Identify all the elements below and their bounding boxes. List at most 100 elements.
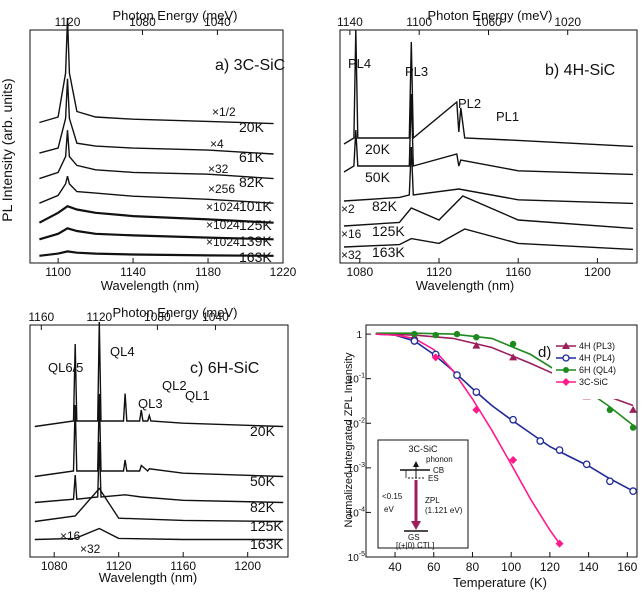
multiplier-label: ×1024 <box>206 200 240 214</box>
bottom-tick-label: 1180 <box>195 265 221 279</box>
inset-gs-label: GS <box>408 533 420 542</box>
temperature-label: 20K <box>250 423 276 439</box>
y-tick-label: 10-4 <box>348 506 365 519</box>
bottom-tick-label: 1160 <box>505 265 531 279</box>
top-tick-label: 1120 <box>86 310 112 324</box>
temperature-label: 82K <box>250 499 276 515</box>
peak-label-ql4: QL4 <box>110 344 135 359</box>
peak-label-ql1: QL1 <box>185 388 210 403</box>
inset-title: 3C-SiC <box>408 444 438 454</box>
temperature-label: 20K <box>239 119 265 135</box>
inset-cb-label: CB <box>433 466 444 475</box>
data-point-4H (PL4) <box>555 446 564 454</box>
spectrum-curve-125K <box>38 204 274 224</box>
data-point-3C-SiC <box>472 405 481 414</box>
legend-label-3c: 3C-SiC <box>579 377 609 387</box>
x-tick-label: 60 <box>427 560 441 574</box>
panel-d-x-axis-label: Temperature (K) <box>453 575 547 590</box>
legend-marker-pl3 <box>562 342 570 349</box>
spectrum-curve-163K <box>343 228 634 251</box>
spectrum-curve-125K <box>34 487 284 523</box>
temperature-label: 82K <box>372 198 398 214</box>
temperature-label: 20K <box>365 141 391 157</box>
bottom-tick-label: 1120 <box>426 265 452 279</box>
data-point-6H (QL4) <box>453 330 461 338</box>
x-tick-label: 120 <box>540 560 560 574</box>
data-point-6H (QL4) <box>432 331 439 339</box>
panel-b-top-axis-label: Photon Energy (meV) <box>427 8 552 23</box>
multiplier-label: ×4 <box>210 137 224 151</box>
multiplier-label: ×2 <box>341 202 355 216</box>
inset-energy-label: <0.15 <box>382 492 403 501</box>
temperature-label: 125K <box>239 217 272 233</box>
spectrum-curve-20K <box>343 29 634 148</box>
data-point-4H (PL4) <box>410 337 419 345</box>
data-point-6H (QL4) <box>606 406 614 414</box>
panel-c-title: c) 6H-SiC <box>190 360 259 377</box>
inset-es-label: ES <box>428 474 439 483</box>
inset-zpl-arrowhead <box>411 521 421 530</box>
spectrum-curve-50K <box>34 393 284 478</box>
y-tick-label: 1 <box>356 330 362 341</box>
bottom-tick-label: 1080 <box>346 265 373 279</box>
temperature-label: 50K <box>250 473 276 489</box>
panel-b: Photon Energy (meV) Wavelength (nm) b) 4… <box>337 8 638 293</box>
multiplier-label: ×1024 <box>206 218 240 232</box>
temperature-label: 125K <box>250 518 283 534</box>
peak-label-pl4: PL4 <box>348 56 371 71</box>
panel-b-bottom-axis-label: Wavelength (nm) <box>416 278 515 293</box>
spectrum-curve-82K <box>39 130 274 180</box>
bottom-tick-label: 1200 <box>234 559 261 573</box>
panel-b-labels: 20K 50K 82K 125K 163K ×2 ×16 ×32 PL4 PL3 PL2 PL1 <box>341 56 519 262</box>
temperature-label: 61K <box>239 149 265 165</box>
data-point-4H (PL4) <box>629 487 637 495</box>
x-tick-label: 160 <box>617 560 637 574</box>
top-tick-label: 1140 <box>337 15 363 29</box>
spectrum-curve-163K <box>34 527 284 541</box>
panel-b-title: b) 4H-SiC <box>545 62 615 79</box>
inset-ctl-label: [(+|0) CTL] <box>396 541 434 550</box>
spectrum-curve-20K <box>34 321 284 428</box>
spectrum-curve-20K <box>39 17 274 125</box>
x-tick-label: 100 <box>501 560 521 574</box>
top-tick-label: 1020 <box>554 15 581 29</box>
panel-c-ticks: 1080 1120 1160 1200 1160 1120 1080 1040 <box>28 310 261 573</box>
panel-d-legend: 4H (PL3) 4H (PL4) 6H (QL4) 3C-SiC <box>552 341 634 399</box>
multiplier-label: ×256 <box>208 182 235 196</box>
top-tick-label: 1060 <box>475 15 502 29</box>
y-tick-label: 10-3 <box>348 462 365 475</box>
data-point-3C-SiC <box>509 455 518 464</box>
panel-c-top-axis-label: Photon Energy (meV) <box>112 305 237 320</box>
data-point-4H (PL3) <box>509 353 518 361</box>
panel-a-title: a) 3C-SiC <box>215 57 285 74</box>
data-point-3C-SiC <box>431 353 440 362</box>
data-point-4H (PL4) <box>453 371 461 379</box>
temperature-label: 82K <box>239 174 265 190</box>
data-point-4H (PL4) <box>509 415 517 424</box>
panel-c-bottom-axis-label: Wavelength (nm) <box>99 570 198 585</box>
data-point-4H (PL3) <box>472 341 481 349</box>
panel-c: Photon Energy (meV) Wavelength (nm) c) 6… <box>28 305 289 585</box>
panel-c-frame <box>29 324 289 558</box>
bottom-tick-label: 1200 <box>584 265 611 279</box>
x-tick-label: 140 <box>579 560 599 574</box>
top-tick-label: 1080 <box>144 310 171 324</box>
multiplier-label: ×16 <box>60 529 81 543</box>
spectrum-curve-82K <box>343 146 634 205</box>
data-point-4H (PL4) <box>536 437 545 445</box>
data-point-6H (QL4) <box>629 424 637 431</box>
peak-label-ql2: QL2 <box>162 378 187 393</box>
top-tick-label: 1160 <box>28 310 54 324</box>
x-tick-label: 40 <box>388 560 402 574</box>
bottom-tick-label: 1140 <box>120 265 146 279</box>
data-point-4H (PL4) <box>582 460 591 469</box>
bottom-tick-label: 1080 <box>41 559 68 573</box>
peak-label-pl2: PL2 <box>458 96 481 111</box>
spectrum-curve-61K <box>39 78 274 155</box>
data-point-4H (PL4) <box>472 388 481 396</box>
panel-a-curves <box>38 17 274 257</box>
legend-marker-ql4 <box>563 367 569 373</box>
panel-b-curves <box>343 29 634 251</box>
